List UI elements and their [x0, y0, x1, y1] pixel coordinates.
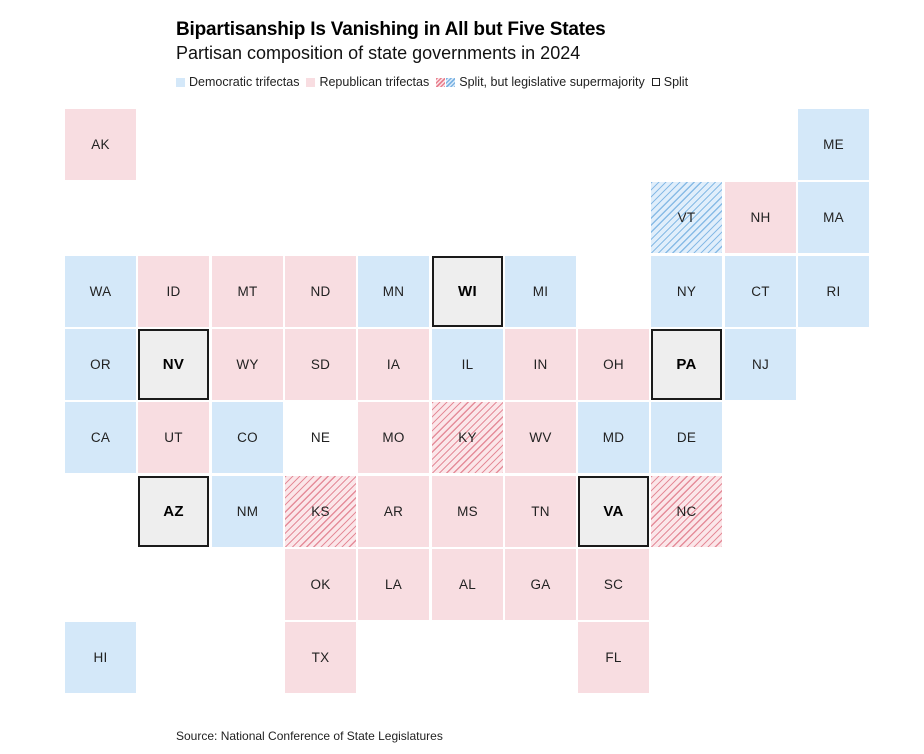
chart-subtitle: Partisan composition of state government…	[176, 43, 581, 63]
legend-label-super: Split, but legislative supermajority	[459, 75, 645, 89]
state-tile-id: ID	[138, 256, 209, 327]
state-tile-wi: WI	[432, 256, 503, 327]
state-tile-ak: AK	[65, 109, 136, 180]
state-tile-mt: MT	[212, 256, 283, 327]
state-tile-tx: TX	[285, 622, 356, 693]
source-note: Source: National Conference of State Leg…	[176, 729, 443, 743]
state-tile-nc: NC	[651, 476, 722, 547]
legend-item-super: Split, but legislative supermajority	[436, 75, 645, 89]
state-tile-ms: MS	[432, 476, 503, 547]
state-tile-wy: WY	[212, 329, 283, 400]
state-tile-ny: NY	[651, 256, 722, 327]
legend-label-rep: Republican trifectas	[319, 75, 430, 89]
state-tile-co: CO	[212, 402, 283, 473]
state-tile-al: AL	[432, 549, 503, 620]
state-tile-de: DE	[651, 402, 722, 473]
state-tile-nm: NM	[212, 476, 283, 547]
legend-label-dem: Democratic trifectas	[189, 75, 300, 89]
state-tile-mo: MO	[358, 402, 429, 473]
state-tile-or: OR	[65, 329, 136, 400]
legend-swatch-rep	[306, 77, 316, 87]
state-tile-ma: MA	[798, 182, 869, 253]
legend-item-dem: Democratic trifectas	[176, 75, 299, 89]
state-tile-ga: GA	[505, 549, 576, 620]
state-tile-az: AZ	[138, 476, 209, 547]
state-tile-in: IN	[505, 329, 576, 400]
state-tile-ct: CT	[725, 256, 796, 327]
legend-swatch-split	[651, 78, 660, 86]
legend-item-rep: Republican trifectas	[306, 75, 429, 89]
state-tile-ca: CA	[65, 402, 136, 473]
state-tile-wv: WV	[505, 402, 576, 473]
state-tile-ne: NE	[285, 402, 356, 473]
state-tile-la: LA	[358, 549, 429, 620]
state-tile-pa: PA	[651, 329, 722, 400]
state-tile-ia: IA	[358, 329, 429, 400]
state-tile-sc: SC	[578, 549, 649, 620]
state-tile-ut: UT	[138, 402, 209, 473]
legend-label-split: Split	[663, 75, 689, 89]
state-tile-mi: MI	[505, 256, 576, 327]
state-tile-il: IL	[432, 329, 503, 400]
state-tile-wa: WA	[65, 256, 136, 327]
chart-title: Bipartisanship Is Vanishing in All but F…	[176, 19, 606, 40]
state-tile-ar: AR	[358, 476, 429, 547]
state-tile-nj: NJ	[725, 329, 796, 400]
state-tile-nh: NH	[725, 182, 796, 253]
state-tile-ok: OK	[285, 549, 356, 620]
state-tile-nv: NV	[138, 329, 209, 400]
state-tile-me: ME	[798, 109, 869, 180]
state-tile-md: MD	[578, 402, 649, 473]
legend-item-split: Split	[651, 75, 689, 89]
legend-swatch-super-blue	[446, 77, 456, 87]
state-tile-sd: SD	[285, 329, 356, 400]
legend-swatch-super-red	[436, 77, 446, 87]
state-tile-va: VA	[578, 476, 649, 547]
state-tile-ky: KY	[432, 402, 503, 473]
state-tile-oh: OH	[578, 329, 649, 400]
legend-swatch-dem	[176, 77, 185, 87]
state-tile-nd: ND	[285, 256, 356, 327]
state-tile-ks: KS	[285, 476, 356, 547]
state-tile-vt: VT	[651, 182, 722, 253]
state-tile-ri: RI	[798, 256, 869, 327]
state-tile-mn: MN	[358, 256, 429, 327]
legend: Democratic trifectas Republican trifecta…	[176, 75, 695, 89]
state-tile-fl: FL	[578, 622, 649, 693]
state-tile-hi: HI	[65, 622, 136, 693]
state-tile-tn: TN	[505, 476, 576, 547]
